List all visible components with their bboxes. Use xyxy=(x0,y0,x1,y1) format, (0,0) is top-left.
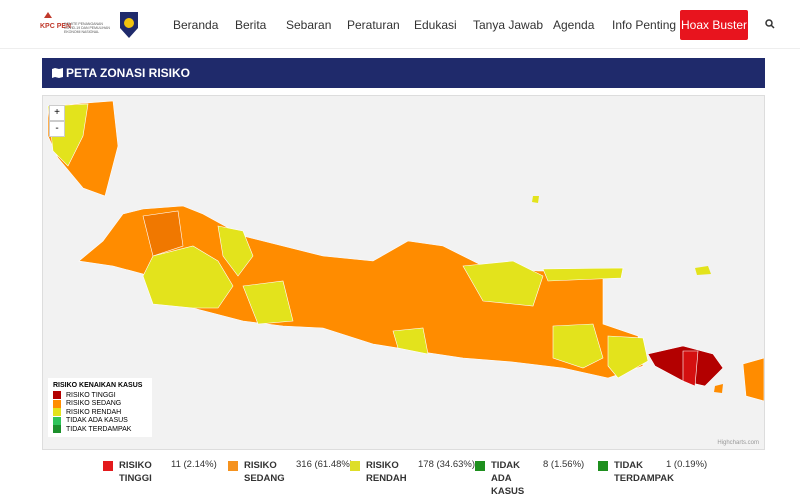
stat-value: 178 (34.63%) xyxy=(418,459,476,470)
legend-item: RISIKO SEDANG xyxy=(48,399,152,409)
stat-swatch xyxy=(103,461,113,471)
legend: RISIKO KENAIKAN KASUS RISIKO TINGGI RISIK… xyxy=(48,378,152,437)
stat-label: TIDAK ADA KASUS xyxy=(491,460,525,497)
nav-item[interactable]: Peraturan xyxy=(347,18,400,32)
legend-label: TIDAK ADA KASUS xyxy=(66,417,128,425)
legend-swatch xyxy=(53,425,61,434)
stat-swatch xyxy=(475,461,485,471)
legend-label: RISIKO TINGGI xyxy=(66,391,116,399)
legend-title: RISIKO KENAIKAN KASUS xyxy=(53,382,143,389)
stat-value: 8 (1.56%) xyxy=(543,459,585,470)
zoom-out[interactable]: - xyxy=(49,121,65,137)
nav-item[interactable]: Berita xyxy=(235,18,267,32)
stat-value: 11 (2.14%) xyxy=(171,459,217,470)
logo-text: KOMITE PENANGANAN COVID-19 DAN PEMULIHAN… xyxy=(64,22,110,34)
nav-item[interactable]: Tanya Jawab xyxy=(473,18,544,32)
stat-swatch xyxy=(228,461,238,471)
section-title: PETA ZONASI RISIKO xyxy=(66,66,191,80)
legend-label: RISIKO RENDAH xyxy=(66,408,122,416)
search-icon[interactable] xyxy=(765,19,775,29)
legend-swatch xyxy=(53,391,61,400)
legend-item: RISIKO TINGGI xyxy=(48,391,152,400)
nav-item[interactable]: Sebaran xyxy=(286,18,332,32)
section-title-bar: PETA ZONASI RISIKO xyxy=(42,58,765,88)
stat-label: RISIKO SEDANG xyxy=(244,460,285,484)
nav-item[interactable]: Info Penting xyxy=(612,18,677,32)
zoom-in[interactable]: + xyxy=(49,105,65,121)
logo: KPC PEN KOMITE PENANGANAN COVID-19 DAN P… xyxy=(40,12,138,38)
stat-swatch xyxy=(598,461,608,471)
nav-item[interactable]: Agenda xyxy=(553,18,595,32)
map: + - Highcharts.com xyxy=(42,95,765,450)
hoax-buster-button[interactable]: Hoax Buster xyxy=(680,10,748,40)
legend-swatch xyxy=(53,416,61,425)
legend-item: TIDAK ADA KASUS xyxy=(48,416,152,426)
stat-value: 316 (61.48%) xyxy=(296,459,354,470)
legend-swatch xyxy=(53,399,61,408)
nav-item[interactable]: Beranda xyxy=(173,18,219,32)
legend-label: RISIKO SEDANG xyxy=(66,400,122,408)
stat-swatch xyxy=(350,461,360,471)
map-shapes xyxy=(47,100,764,402)
legend-label: TIDAK TERDAMPAK xyxy=(66,425,132,433)
stat-label: RISIKO RENDAH xyxy=(366,460,407,484)
map-icon xyxy=(52,68,63,78)
stat-label: TIDAK TERDAMPAK xyxy=(614,460,674,484)
nav-item[interactable]: Edukasi xyxy=(414,18,457,32)
navbar: KPC PEN KOMITE PENANGANAN COVID-19 DAN P… xyxy=(0,0,800,49)
stat-value: 1 (0.19%) xyxy=(666,459,708,470)
legend-swatch xyxy=(53,408,61,417)
logo-acronym: KPC PEN xyxy=(40,23,71,30)
stat-label: RISIKO TINGGI xyxy=(119,460,152,484)
legend-item: RISIKO RENDAH xyxy=(48,408,152,417)
credit: Highcharts.com xyxy=(717,440,759,446)
legend-item: TIDAK TERDAMPAK xyxy=(48,425,152,434)
